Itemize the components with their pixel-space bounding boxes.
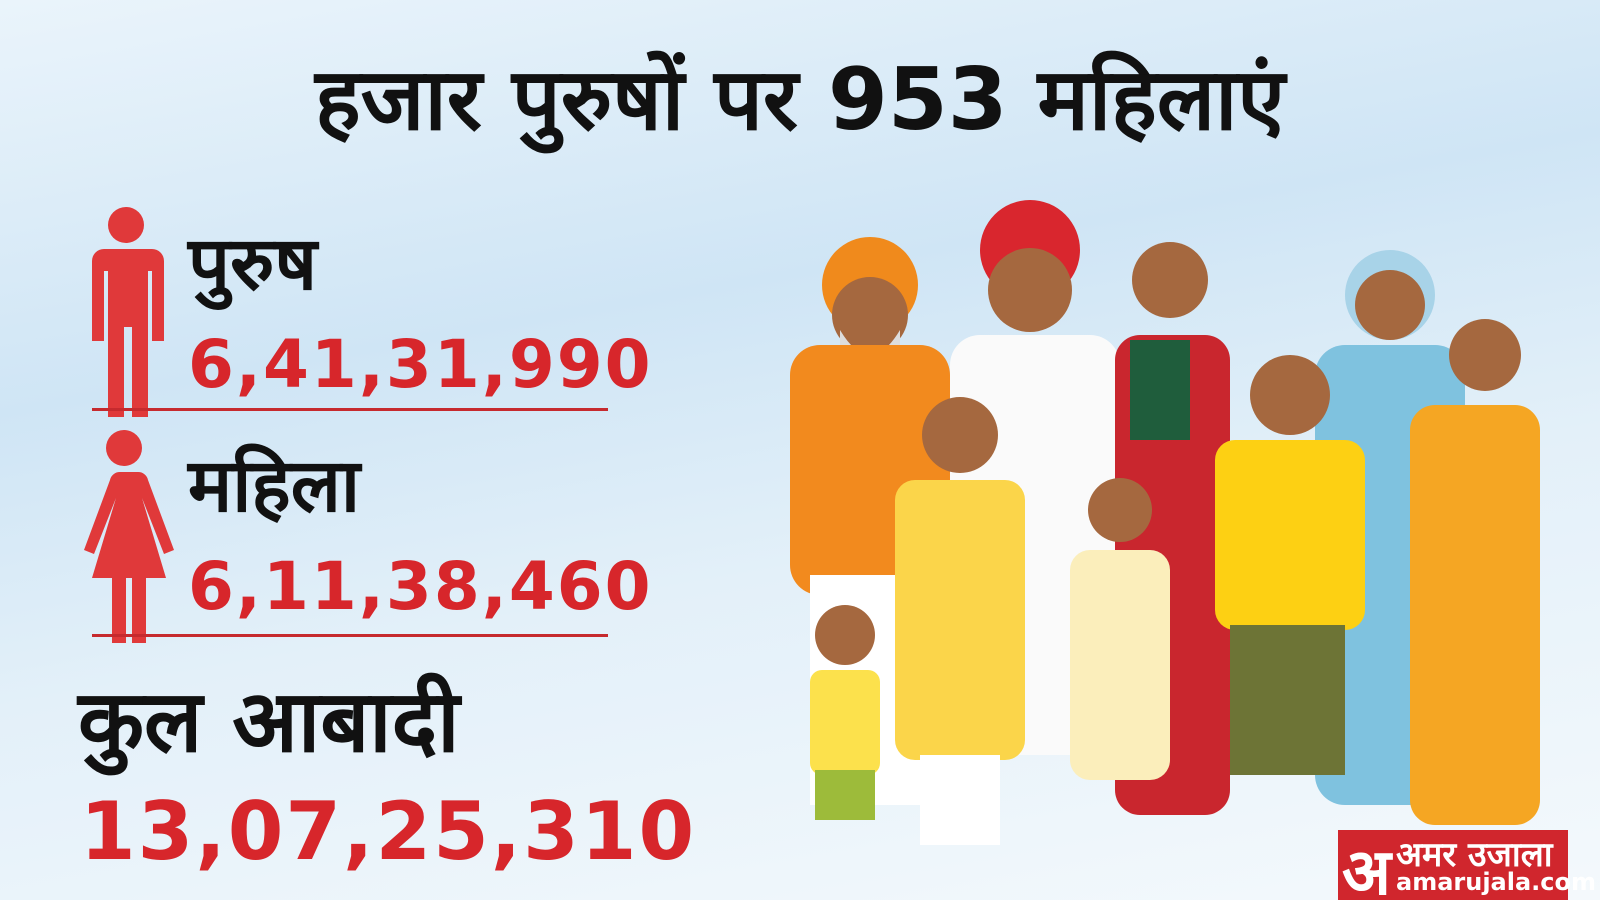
- female-icon: [84, 430, 174, 643]
- divider: [92, 634, 608, 637]
- logo-url: amarujala.com: [1396, 868, 1597, 896]
- logo-mark: अ: [1342, 836, 1391, 900]
- female-count: 6,11,38,460: [188, 548, 653, 625]
- divider: [92, 408, 608, 411]
- headline: हजार पुरुषों पर 953 महिलाएं: [315, 50, 1285, 150]
- total-label: कुल आबादी: [78, 672, 460, 772]
- male-icon: [92, 207, 164, 417]
- brand-logo: अ अमर उजाला amarujala.com: [1338, 830, 1596, 900]
- male-label: पुरुष: [188, 221, 318, 307]
- male-count: 6,41,31,990: [188, 326, 653, 403]
- logo-name: अमर उजाला: [1396, 835, 1553, 875]
- female-label: महिला: [188, 443, 361, 529]
- family-illustration: [790, 200, 1540, 845]
- total-count: 13,07,25,310: [80, 785, 697, 878]
